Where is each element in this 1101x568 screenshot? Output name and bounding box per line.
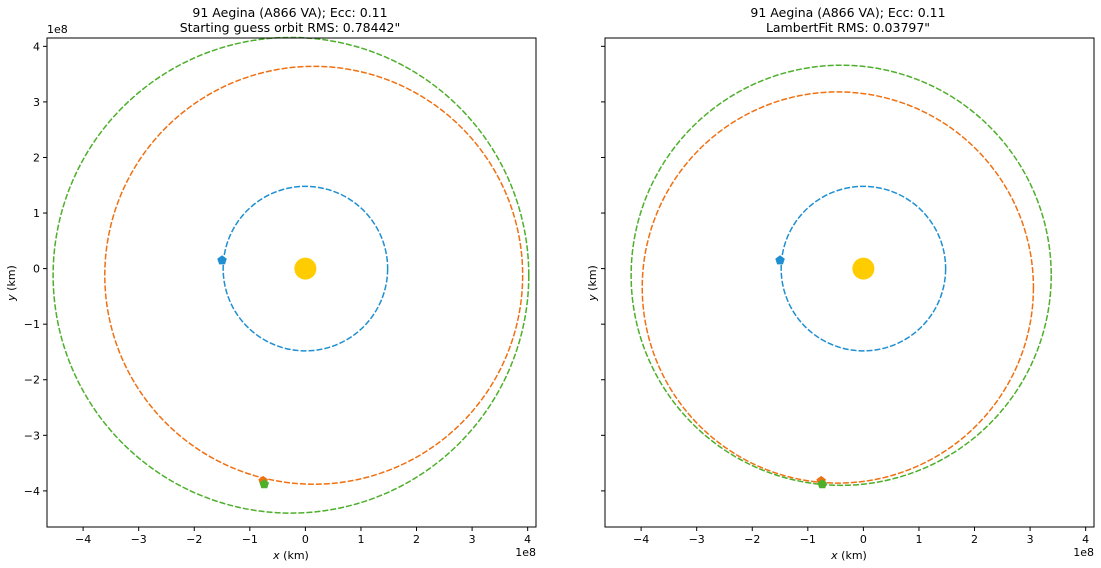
right-orbit-3 bbox=[641, 91, 1035, 484]
right-plot-title: 91 Aegina (A866 VA); Ecc: 0.11 bbox=[750, 5, 945, 20]
left-y-tick-label: 2 bbox=[33, 151, 40, 164]
right-x-tick-label: −1 bbox=[800, 533, 816, 546]
left-x-tick-label: −3 bbox=[131, 533, 147, 546]
left-sun-marker bbox=[294, 257, 317, 280]
left-y-tick-label: −4 bbox=[24, 485, 40, 498]
left-y-axis-label: y (km) bbox=[5, 265, 18, 302]
right-axis-ticks: −4 −3 −2 −1 0 1 2 3 4 bbox=[601, 45, 1089, 546]
right-x-axis-var: x bbox=[830, 549, 838, 562]
right-x-axis-label: x (km) bbox=[830, 549, 867, 562]
left-x-tick-label: 0 bbox=[302, 533, 309, 546]
right-body-marker-1 bbox=[775, 255, 785, 265]
left-x-tick-label: −2 bbox=[186, 533, 202, 546]
left-y-tick-label: 0 bbox=[33, 263, 40, 276]
right-plot-subtitle: LambertFit RMS: 0.03797" bbox=[766, 20, 930, 35]
right-sun-marker bbox=[852, 257, 875, 280]
left-x-tick-label: 2 bbox=[413, 533, 420, 546]
left-y-axis-unit: (km) bbox=[5, 265, 18, 294]
left-y-tick-label: 4 bbox=[33, 40, 40, 53]
right-x-scale-label: 1e8 bbox=[1073, 546, 1094, 559]
left-plot-subtitle: Starting guess orbit RMS: 0.78442" bbox=[180, 20, 400, 35]
left-y-tick-label: −1 bbox=[24, 318, 40, 331]
left-x-tick-label: 3 bbox=[469, 533, 476, 546]
left-y-axis-var: y bbox=[5, 294, 18, 302]
left-y-scale-label: 1e8 bbox=[47, 23, 68, 36]
right-x-tick-label: −2 bbox=[744, 533, 760, 546]
left-plot-title: 91 Aegina (A866 VA); Ecc: 0.11 bbox=[192, 5, 387, 20]
right-body-marker-3 bbox=[817, 479, 828, 489]
right-x-tick-label: 4 bbox=[1082, 533, 1089, 546]
left-y-tick-label: −2 bbox=[24, 374, 40, 387]
right-plot-content bbox=[630, 64, 1052, 489]
left-orbit-3 bbox=[104, 65, 524, 485]
left-plot-content bbox=[52, 36, 530, 514]
right-y-axis-label: y (km) bbox=[586, 265, 599, 302]
left-x-scale-label: 1e8 bbox=[515, 546, 536, 559]
right-x-tick-label: 3 bbox=[1027, 533, 1034, 546]
right-x-tick-label: −3 bbox=[689, 533, 705, 546]
left-y-tick-label: 1 bbox=[33, 207, 40, 220]
right-x-tick-label: −4 bbox=[633, 533, 649, 546]
right-plot-panel: 91 Aegina (A866 VA); Ecc: 0.11 LambertFi… bbox=[586, 5, 1095, 562]
left-orbit-2 bbox=[52, 36, 530, 514]
left-body-marker-1 bbox=[217, 255, 227, 265]
left-body-marker-3 bbox=[259, 479, 270, 489]
right-y-axis-var: y bbox=[586, 294, 599, 302]
left-x-axis-label: x (km) bbox=[272, 549, 309, 562]
left-y-tick-label: −3 bbox=[24, 429, 40, 442]
left-axes-frame bbox=[46, 37, 537, 528]
right-x-tick-label: 2 bbox=[971, 533, 978, 546]
left-y-tick-label: 3 bbox=[33, 96, 40, 109]
right-orbit-1 bbox=[780, 185, 947, 352]
left-x-tick-label: −4 bbox=[75, 533, 91, 546]
left-plot-panel: 91 Aegina (A866 VA); Ecc: 0.11 Starting … bbox=[5, 5, 537, 562]
left-axis-ticks: −4 −3 −2 −1 0 1 2 3 4 −4 −3 −2 −1 0 1 2 3 4 bbox=[24, 40, 531, 546]
left-orbit-1 bbox=[222, 185, 389, 352]
left-x-tick-label: 1 bbox=[357, 533, 364, 546]
left-x-tick-label: 4 bbox=[524, 533, 531, 546]
right-x-axis-unit: (km) bbox=[838, 549, 867, 562]
right-axes-frame bbox=[604, 37, 1095, 528]
right-x-tick-label: 1 bbox=[915, 533, 922, 546]
right-y-axis-unit: (km) bbox=[586, 265, 599, 294]
right-x-tick-label: 0 bbox=[860, 533, 867, 546]
right-orbit-2 bbox=[630, 64, 1052, 487]
left-x-tick-label: −1 bbox=[242, 533, 258, 546]
left-x-axis-var: x bbox=[272, 549, 280, 562]
left-x-axis-unit: (km) bbox=[280, 549, 309, 562]
